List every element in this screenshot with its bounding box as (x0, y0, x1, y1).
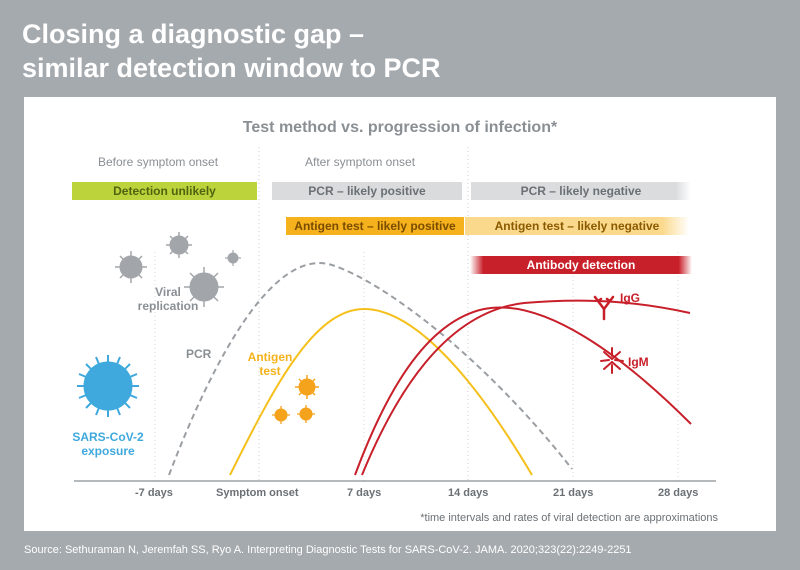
bar-antibody-detection: Antibody detection (470, 256, 692, 274)
tick-label: Symptom onset (216, 487, 299, 499)
label-sars-cov-2-exposure: SARS-CoV-2 exposure (72, 430, 144, 458)
tick-label: 14 days (448, 487, 489, 499)
antigen-particle-icon (297, 405, 315, 423)
label-antigen-test: Antigen test (247, 350, 293, 378)
pcr-curve (168, 262, 573, 476)
antigen-curve (229, 307, 533, 476)
bar-antigen-likely-negative: Antigen test – likely negative (465, 217, 689, 235)
antigen-particle-icon (295, 375, 319, 399)
source-citation: Source: Sethuraman N, Jeremfah SS, Ryo A… (24, 544, 632, 556)
diagram-graphics (74, 147, 716, 482)
tick-label: 21 days (553, 487, 594, 499)
title-line-1: Closing a diagnostic gap – (22, 19, 365, 49)
tick-label: 28 days (658, 487, 699, 499)
label-viral-replication: Viral replication (137, 285, 199, 313)
label-pcr: PCR (186, 347, 212, 361)
virus-icon (225, 250, 241, 266)
bar-pcr-likely-negative: PCR – likely negative (471, 182, 691, 200)
diagram-panel: Test method vs. progression of infection… (24, 97, 776, 531)
bar-pcr-likely-positive: PCR – likely positive (272, 182, 462, 200)
phase-before-symptom-onset: Before symptom onset (98, 155, 219, 169)
virus-icon (115, 251, 147, 283)
igg-antibody-icon (593, 295, 615, 321)
diagram-subtitle: Test method vs. progression of infection… (242, 119, 558, 136)
bar-detection-unlikely: Detection unlikely (72, 182, 257, 200)
igm-antibody-icon (600, 347, 624, 374)
bar-antigen-likely-positive: Antigen test – likely positive (286, 217, 464, 235)
footnote: *time intervals and rates of viral detec… (420, 512, 718, 524)
phase-after-symptom-onset: After symptom onset (305, 155, 416, 169)
title-line-2: similar detection window to PCR (22, 53, 441, 83)
igg-curve (361, 299, 691, 476)
label-igm: IgM (628, 355, 649, 369)
igm-curve (354, 306, 692, 476)
antigen-particle-icon (272, 406, 290, 424)
virus-icon (184, 267, 224, 307)
sars-cov-2-virus-icon (77, 355, 139, 417)
tick-label: 7 days (347, 487, 382, 499)
label-igg: IgG (620, 291, 640, 305)
virus-icon (166, 232, 192, 258)
tick-label: -7 days (135, 487, 173, 499)
